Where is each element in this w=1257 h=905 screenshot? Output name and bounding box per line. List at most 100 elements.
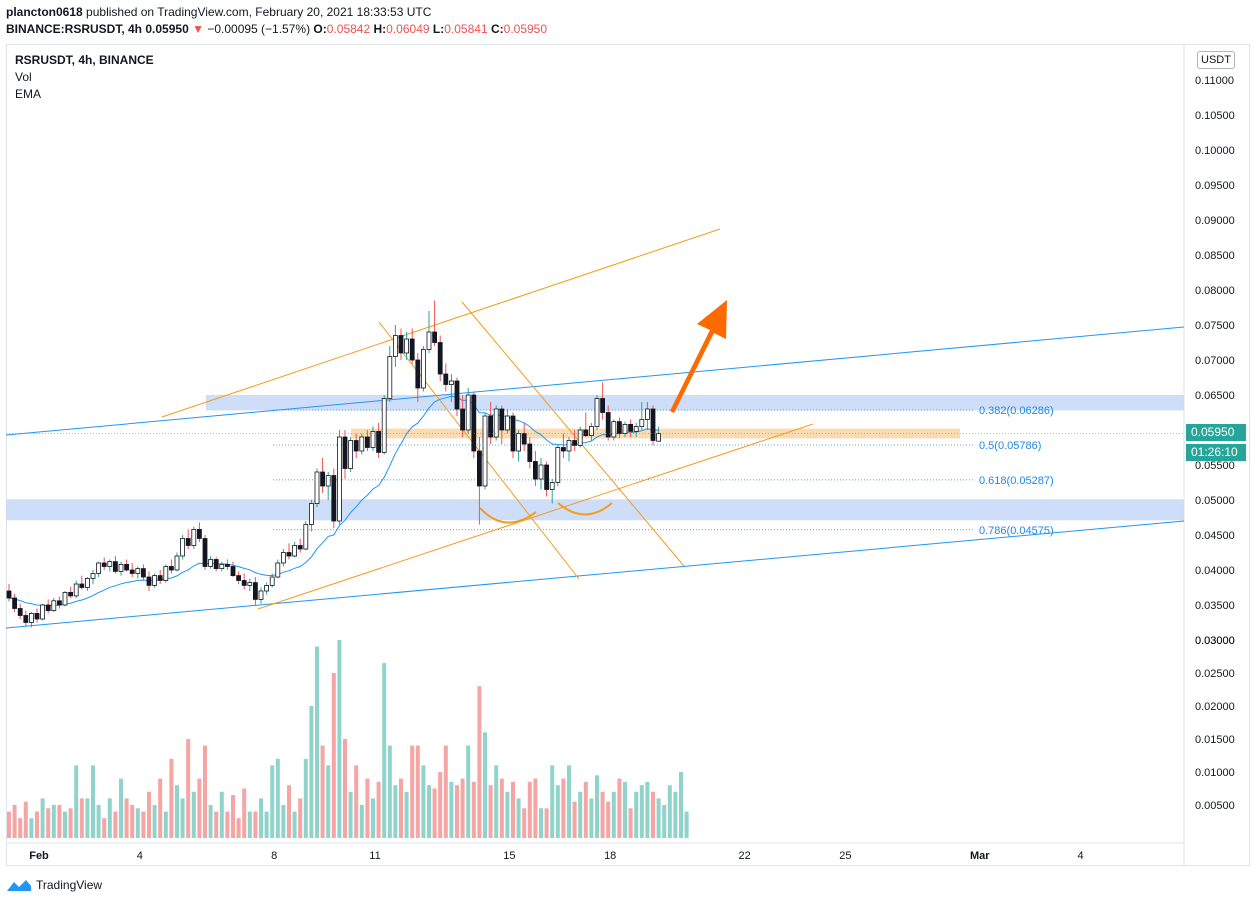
candle-body — [376, 430, 382, 453]
volume-bar — [231, 795, 235, 838]
time-tick-label: Feb — [29, 850, 49, 862]
candle-body — [264, 585, 270, 592]
candle-body — [196, 529, 202, 539]
candle-body — [247, 582, 253, 586]
time-tick-label: 22 — [738, 850, 750, 862]
legend-ema[interactable]: EMA — [15, 87, 42, 101]
candle-body — [79, 583, 85, 588]
volume-bar — [175, 785, 179, 838]
volume-bar — [320, 745, 325, 838]
volume-bar — [242, 788, 247, 838]
volume-bar — [96, 805, 101, 838]
candle-body — [236, 575, 242, 581]
candle-body — [465, 394, 471, 431]
volume-bar — [208, 805, 213, 838]
candle-body — [320, 471, 326, 487]
candle-body — [561, 447, 566, 452]
bottom-curve-left — [479, 507, 537, 524]
candle-body — [359, 436, 365, 452]
volume-bar — [203, 745, 207, 838]
candle-body — [448, 380, 454, 385]
candle-body — [555, 447, 561, 483]
close-label: C: — [490, 22, 504, 36]
candle-body — [45, 604, 51, 611]
candle-body — [600, 398, 605, 413]
open-value: 0.05842 — [326, 22, 371, 36]
volume-bar — [7, 811, 11, 838]
candle-body — [219, 564, 225, 570]
low-label: L: — [432, 22, 445, 36]
volume-bar — [331, 673, 336, 838]
volume-bar — [236, 818, 241, 838]
volume-bar — [180, 798, 185, 838]
volume-bar — [382, 663, 387, 838]
resistance-zone — [206, 395, 1184, 411]
candle-body — [146, 576, 152, 586]
price-tick-label: 0.05000 — [1195, 495, 1235, 507]
candle-body — [409, 338, 415, 361]
volume-bar — [365, 778, 370, 838]
candle-body — [23, 615, 29, 623]
open-label: O: — [313, 22, 327, 36]
legend-symbol[interactable]: RSRUSDT, 4h, BINANCE — [15, 53, 154, 67]
candle-body — [499, 408, 505, 431]
candle-body — [482, 415, 488, 487]
volume-bar — [550, 765, 555, 838]
volume-tick-label: 0.01000 — [1195, 767, 1235, 779]
pivot-zone — [351, 428, 960, 439]
volume-bar — [421, 765, 426, 838]
volume-bar — [158, 778, 163, 838]
volume-bar — [46, 808, 51, 838]
volume-bar — [169, 758, 174, 838]
candle-body — [628, 423, 633, 432]
volume-bar — [427, 785, 431, 838]
candle-body — [432, 331, 438, 343]
candle-body — [370, 430, 376, 448]
published-text: published on TradingView.com, February 2… — [86, 5, 432, 19]
symbol-quote-line: BINANCE:RSRUSDT, 4h 0.05950 ▼ −0.00095 (… — [6, 22, 547, 36]
volume-bar — [639, 785, 644, 838]
volume-bar — [287, 785, 291, 838]
volume-bar — [578, 791, 583, 838]
volume-bar — [281, 805, 286, 838]
candle-body — [308, 503, 314, 525]
candle-body — [57, 600, 62, 606]
volume-bar — [527, 781, 532, 838]
candle-body — [583, 429, 589, 436]
candle-body — [107, 561, 113, 567]
candle-body — [135, 568, 141, 574]
price-tick-label: 0.07500 — [1195, 320, 1235, 332]
tradingview-logo[interactable]: TradingView — [6, 878, 102, 892]
volume-bar — [415, 745, 420, 838]
volume-bar — [371, 798, 375, 838]
currency-unit-button[interactable]: USDT — [1197, 51, 1235, 69]
legend-vol[interactable]: Vol — [15, 70, 32, 84]
candle-body — [331, 475, 337, 522]
candle-body — [140, 568, 146, 578]
candle-body — [6, 590, 12, 599]
price-tick-label: 0.08000 — [1195, 285, 1235, 297]
volume-bar — [494, 765, 499, 838]
candle-body — [269, 576, 275, 586]
candle-body — [129, 569, 135, 574]
candle-body — [656, 433, 661, 442]
volume-bar — [130, 805, 135, 838]
candle-body — [208, 559, 214, 567]
candle-body — [443, 373, 449, 385]
fib-level-label: 0.786(0.04575) — [979, 525, 1054, 537]
volume-bar — [259, 798, 263, 838]
volume-bar — [40, 798, 45, 838]
volume-bar — [460, 778, 465, 838]
volume-bar — [298, 798, 303, 838]
volume-bar — [376, 781, 381, 838]
volume-bar — [651, 791, 655, 838]
volume-bar — [499, 778, 504, 838]
candle-body — [572, 440, 577, 446]
candle-body — [471, 394, 477, 452]
candle-body — [157, 575, 163, 581]
candle-body — [622, 423, 628, 434]
author-name[interactable]: plancton0618 — [6, 5, 83, 19]
volume-bar — [645, 781, 650, 838]
candle-body — [381, 398, 387, 453]
